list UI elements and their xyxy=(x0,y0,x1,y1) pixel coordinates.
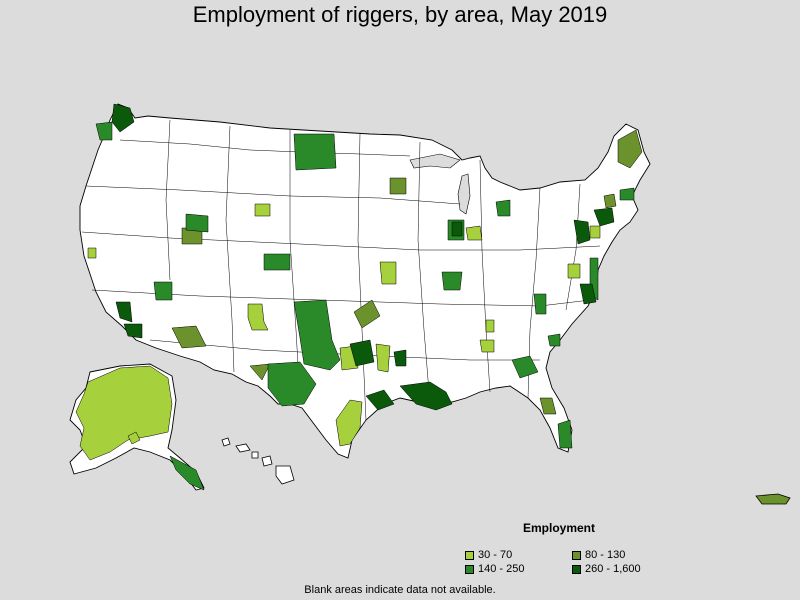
legend-item-80-130: 80 - 130 xyxy=(572,549,625,561)
legend-item-30-70: 30 - 70 xyxy=(465,549,512,561)
puerto-rico xyxy=(755,493,791,505)
legend-swatch-icon xyxy=(465,550,474,560)
legend-title: Employment xyxy=(523,521,596,535)
legend-label: 140 - 250 xyxy=(478,563,525,575)
legend-label: 260 - 1,600 xyxy=(585,563,641,575)
legend-label: 30 - 70 xyxy=(478,549,513,561)
legend-swatch-icon xyxy=(465,564,474,574)
legend-item-140-250: 140 - 250 xyxy=(465,563,524,575)
regions-30-70 xyxy=(75,203,601,461)
lake-superior xyxy=(409,153,461,169)
legend-label: 80 - 130 xyxy=(585,549,626,561)
legend-swatch-icon xyxy=(572,564,581,574)
regions-80-130 xyxy=(171,129,643,415)
legend-item-260-1600: 260 - 1,600 xyxy=(572,563,641,575)
hawaii-islands xyxy=(221,437,295,485)
footnote: Blank areas indicate data not available. xyxy=(304,584,496,596)
legend-swatch-icon xyxy=(572,550,581,560)
lake-michigan xyxy=(457,173,471,215)
regions-260-1600 xyxy=(111,103,615,411)
map-title: Employment of riggers, by area, May 2019 xyxy=(192,2,608,27)
